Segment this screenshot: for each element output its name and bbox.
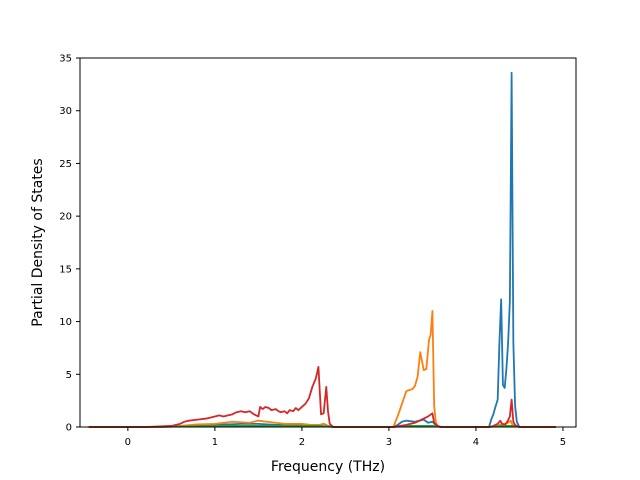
series-line-1 <box>88 71 556 428</box>
plot-frame <box>79 57 577 428</box>
x-tick-label: 4 <box>473 437 479 448</box>
series-layer <box>88 71 556 428</box>
y-tick-label: 0 <box>66 423 72 434</box>
x-axis-label: Frequency (THz) <box>271 459 385 475</box>
x-axis: 0 1 2 3 4 5 <box>125 427 566 448</box>
y-tick-label: 15 <box>59 264 72 275</box>
x-tick-label: 3 <box>386 437 392 448</box>
y-tick-label: 35 <box>59 54 72 65</box>
y-tick-label: 10 <box>59 317 72 328</box>
y-tick-label: 20 <box>59 212 72 223</box>
x-tick-label: 5 <box>560 437 566 448</box>
y-tick-label: 5 <box>66 370 72 381</box>
series-line-4 <box>88 366 556 428</box>
x-tick-label: 0 <box>125 437 131 448</box>
x-tick-label: 1 <box>212 437 218 448</box>
y-tick-label: 25 <box>59 159 72 170</box>
y-axis-label: Partial Density of States <box>30 158 46 326</box>
x-tick-label: 2 <box>299 437 305 448</box>
y-tick-label: 30 <box>59 106 72 117</box>
y-axis: 0 5 10 15 20 25 30 35 <box>59 54 80 434</box>
